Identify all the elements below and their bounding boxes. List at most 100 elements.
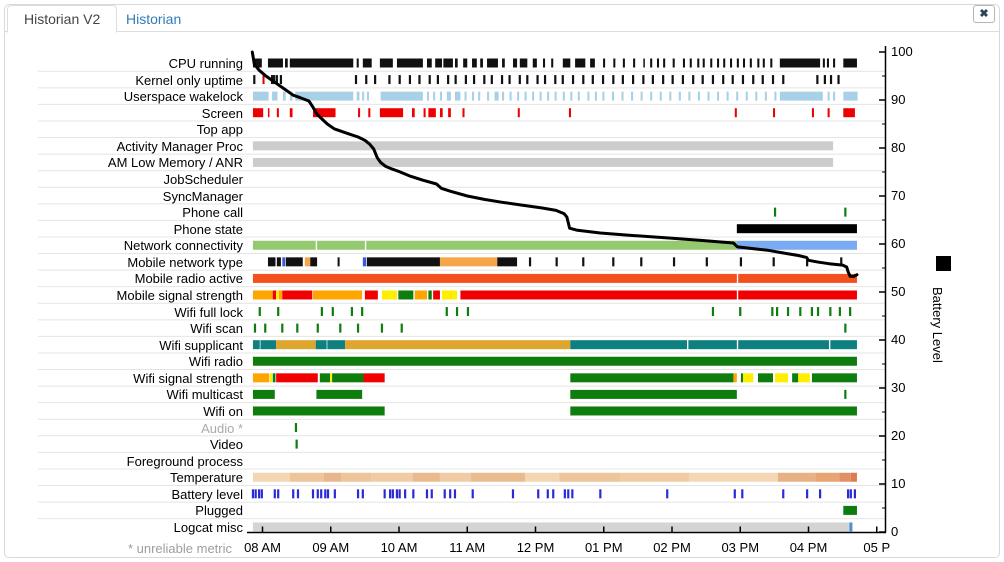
timeline-segment (663, 58, 666, 68)
timeline-tick (472, 75, 476, 85)
tab-historian[interactable]: Historian (126, 11, 182, 27)
row-label: Logcat misc (173, 519, 243, 535)
timeline-segment (289, 108, 293, 118)
timeline-segment (602, 91, 605, 101)
timeline-segment (252, 389, 275, 399)
row-label: JobScheduler (163, 171, 244, 187)
timeline-segment (398, 290, 414, 300)
timeline-tick (571, 489, 574, 499)
timeline-segment (702, 58, 705, 68)
timeline-segment (622, 58, 625, 68)
timeline-tick (388, 75, 391, 85)
timeline-segment (656, 58, 660, 68)
timeline-segment (464, 91, 467, 101)
y-axis-label: 10 (891, 476, 906, 491)
timeline-tick (253, 323, 257, 333)
x-axis-label: 08 AM (244, 540, 281, 555)
timeline-tick (273, 75, 276, 85)
timeline-tick (631, 75, 635, 85)
timeline-segment (798, 373, 810, 383)
timeline-segment (697, 58, 700, 68)
timeline-segment (738, 290, 857, 300)
timeline-segment (682, 58, 685, 68)
timeline-tick (466, 307, 470, 317)
y-axis-title: Battery Level (930, 287, 945, 363)
timeline-segment (822, 58, 825, 68)
timeline-segment (276, 108, 279, 118)
timeline-segment (423, 108, 426, 118)
timeline-segment (345, 340, 571, 350)
timeline-tick (294, 423, 298, 433)
y-axis-label: 20 (891, 428, 906, 443)
timeline-segment (272, 290, 277, 300)
timeline-segment (659, 91, 662, 101)
timeline-tick (810, 307, 814, 317)
timeline-segment (843, 58, 857, 68)
timeline-segment (252, 240, 316, 250)
timeline-segment (733, 373, 737, 383)
timeline-segment (487, 58, 498, 68)
timeline-tick (511, 489, 515, 499)
timeline-segment (764, 91, 767, 101)
timeline-tick (806, 489, 809, 499)
timeline-tick (281, 323, 284, 333)
timeline-tick (582, 75, 585, 85)
timeline-tick (823, 75, 826, 85)
timeline-segment (740, 373, 743, 383)
timeline-segment (833, 58, 836, 68)
timeline-tick (528, 257, 532, 267)
timeline-segment (332, 373, 364, 383)
timeline-tick (555, 257, 558, 267)
tab-historian-v2[interactable]: Historian V2 (7, 5, 118, 33)
timeline-segment (362, 257, 367, 267)
timeline-tick (258, 307, 261, 317)
close-button[interactable]: ✖ (973, 5, 995, 23)
timeline-tick (324, 489, 327, 499)
timeline-segment (366, 257, 440, 267)
timeline-tick (731, 75, 734, 85)
timeline-tick (400, 323, 403, 333)
timeline-segment (316, 389, 363, 399)
timeline-segment (710, 58, 713, 68)
timeline-segment (559, 472, 621, 482)
timeline-tick (829, 75, 833, 85)
timeline-segment (487, 91, 490, 101)
y-axis-label: 60 (891, 236, 906, 251)
timeline-segment (454, 58, 458, 68)
timeline-tick (436, 75, 440, 85)
timeline-tick (552, 489, 555, 499)
timeline-tick (752, 75, 755, 85)
timeline-tick (383, 489, 386, 499)
battery-level-line (250, 50, 859, 279)
timeline-tick (453, 489, 457, 499)
timeline-segment (289, 91, 293, 101)
timeline-segment (570, 373, 734, 383)
row-label: Wifi multicast (166, 387, 243, 403)
timeline-segment (757, 58, 760, 68)
timeline-segment (543, 58, 546, 68)
timeline-segment (412, 472, 440, 482)
timeline-segment (811, 108, 814, 118)
x-axis-label: 12 PM (516, 540, 555, 555)
timeline-tick (844, 389, 847, 399)
timeline-segment (327, 340, 346, 350)
timeline-tick (449, 489, 452, 499)
timeline-segment (736, 91, 739, 101)
timeline-segment (843, 91, 858, 101)
timeline-segment (441, 290, 458, 300)
row-label: Plugged (195, 503, 243, 519)
timeline-segment (267, 257, 276, 267)
timeline-segment (707, 91, 710, 101)
timeline-tick (412, 489, 415, 499)
timeline-tick (692, 75, 695, 85)
timeline-segment (270, 373, 273, 383)
timeline-segment (371, 472, 413, 482)
timeline-tick (365, 75, 368, 85)
timeline-tick (295, 439, 298, 449)
timeline-segment (594, 91, 597, 101)
timeline-tick (601, 75, 605, 85)
timeline-segment (570, 389, 737, 399)
timeline-tick (711, 75, 715, 85)
timeline-segment (517, 91, 520, 101)
